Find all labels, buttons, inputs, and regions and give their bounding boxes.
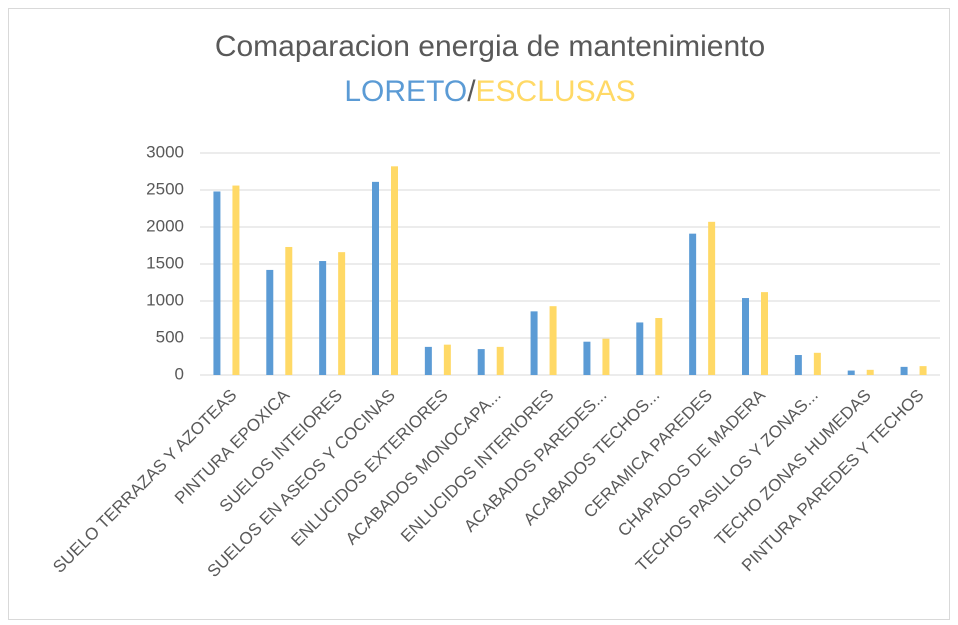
chart-title: Comaparacion energia de mantenimiento [215,30,765,63]
y-tick-label: 500 [156,327,184,346]
y-tick-label: 1500 [146,253,184,272]
bar [761,292,768,375]
bar [602,338,610,375]
y-tick-label: 1000 [146,290,184,309]
bar [866,369,874,375]
bar [232,185,240,375]
bar [213,191,221,375]
bar [549,306,557,375]
bar [530,311,538,375]
bar [338,252,346,375]
bar [655,318,663,375]
y-tick-label: 0 [175,364,184,383]
title-separator: / [467,75,476,108]
bar [319,261,327,375]
y-tick-label: 3000 [146,142,184,161]
bar [636,322,644,375]
bar [372,181,379,375]
bar [583,341,591,375]
bar [900,366,908,375]
bar [689,233,697,375]
y-tick-label: 2500 [146,179,184,198]
bar [266,269,274,375]
bar [813,352,821,375]
bar [742,298,749,375]
bar [285,246,293,375]
chart-border [8,8,950,620]
bar [794,355,802,375]
bar [847,370,855,375]
bar [477,349,485,375]
y-tick-label: 2000 [146,216,184,235]
chart-subtitle: LORETO/ESCLUSAS [344,75,635,108]
title-series-1: ESCLUSAS [476,75,636,108]
bar [708,221,716,375]
bar [496,346,504,375]
bar [391,166,398,375]
bar [424,346,432,375]
title-series-0: LORETO [344,75,467,108]
bar [919,366,927,375]
bar [443,344,451,375]
